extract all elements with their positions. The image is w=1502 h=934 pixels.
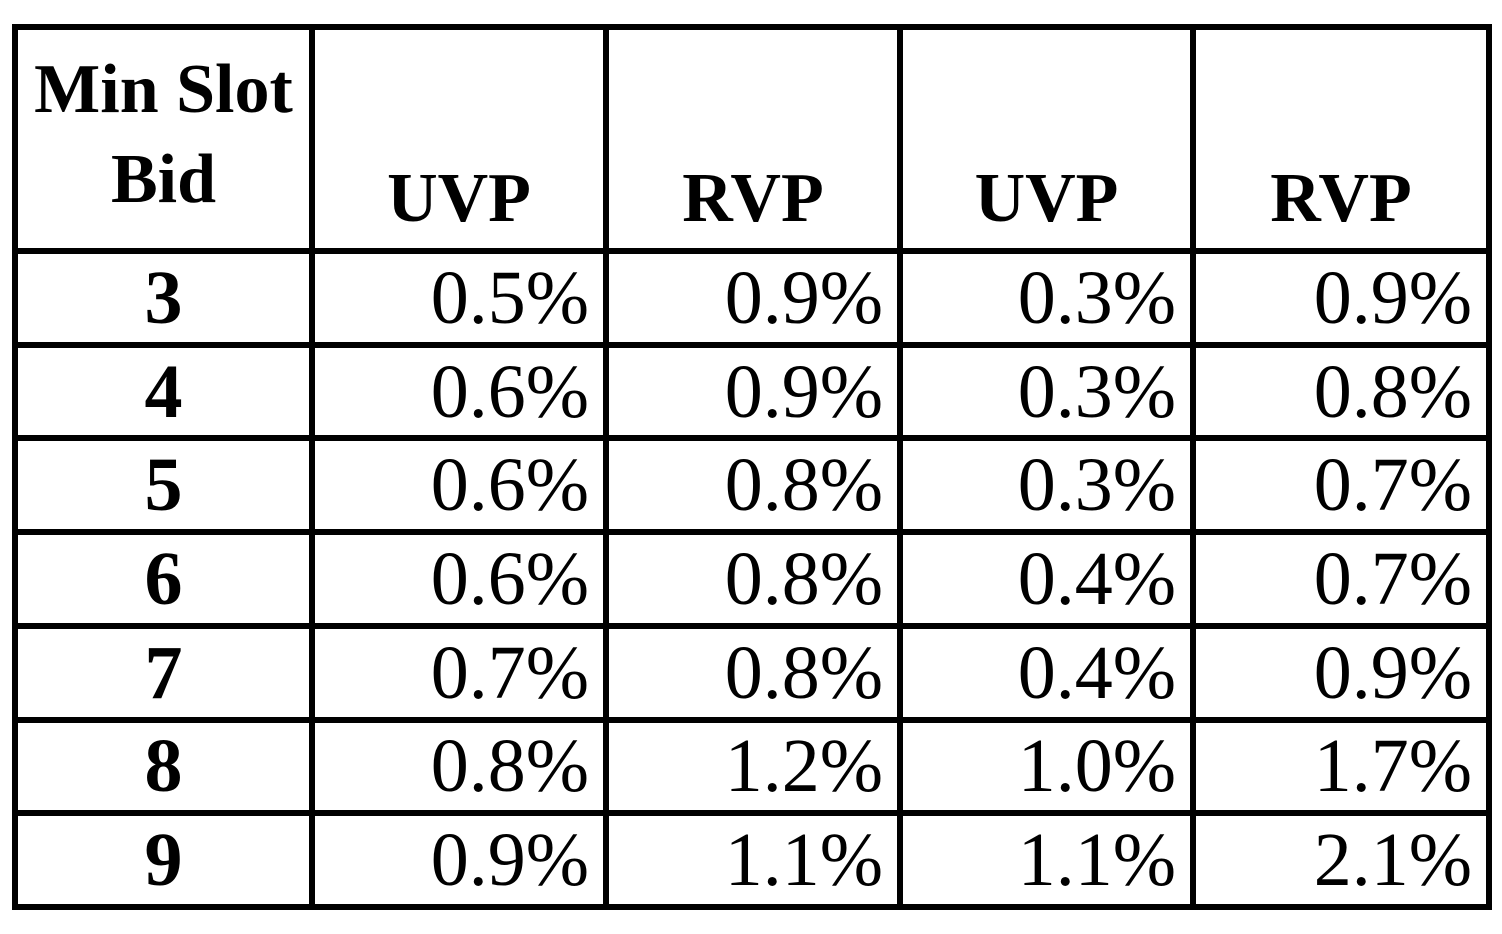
rvp1-value-cell: 0.8% [603, 435, 903, 536]
min-slot-bid-cell: 3 [12, 248, 315, 348]
rvp2-value-cell: 0.9% [1190, 248, 1492, 348]
uvp1-value-cell: 0.9% [309, 810, 609, 910]
uvp2-value-cell: 0.4% [897, 529, 1196, 629]
rvp1-value-cell: 1.2% [603, 716, 903, 817]
min-slot-bid-cell: 6 [12, 529, 315, 629]
rvp2-value-cell: 0.7% [1190, 435, 1492, 536]
min-slot-bid-cell: 5 [12, 435, 315, 536]
uvp1-value-cell: 0.6% [309, 341, 609, 442]
min-slot-bid-cell: 7 [12, 622, 315, 723]
rvp-header-2: RVP [1190, 24, 1492, 254]
rvp2-value-cell: 2.1% [1190, 810, 1492, 910]
min-slot-bid-cell: 9 [12, 810, 315, 910]
uvp1-value-cell: 0.7% [309, 622, 609, 723]
min-slot-bid-header-cell: Min Slot Bid [12, 24, 315, 254]
table-row: 4 0.6% 0.9% 0.3% 0.8% [12, 341, 1492, 442]
rvp2-value-cell: 0.8% [1190, 341, 1492, 442]
uvp2-value-cell: 0.3% [897, 341, 1196, 442]
uvp-header-2: UVP [897, 24, 1196, 254]
uvp1-value-cell: 0.8% [309, 716, 609, 817]
rvp1-value-cell: 0.8% [603, 529, 903, 629]
rvp2-value-cell: 0.7% [1190, 529, 1492, 629]
table-row: 7 0.7% 0.8% 0.4% 0.9% [12, 622, 1492, 723]
header-row: Min Slot Bid UVP RVP UVP RVP [12, 24, 1492, 254]
uvp1-value-cell: 0.6% [309, 529, 609, 629]
uvp2-value-cell: 1.0% [897, 716, 1196, 817]
uvp2-value-cell: 0.3% [897, 248, 1196, 348]
min-slot-bid-header-line1: Min Slot [34, 51, 293, 129]
min-slot-bid-table: Min Slot Bid UVP RVP UVP RVP 3 0.5% 0.9%… [12, 24, 1492, 910]
rvp2-value-cell: 0.9% [1190, 622, 1492, 723]
rvp1-value-cell: 0.9% [603, 341, 903, 442]
min-slot-bid-cell: 4 [12, 341, 315, 442]
rvp1-value-cell: 0.9% [603, 248, 903, 348]
uvp1-value-cell: 0.6% [309, 435, 609, 536]
rvp1-value-cell: 1.1% [603, 810, 903, 910]
table-row: 5 0.6% 0.8% 0.3% 0.7% [12, 435, 1492, 536]
min-slot-bid-cell: 8 [12, 716, 315, 817]
uvp2-value-cell: 1.1% [897, 810, 1196, 910]
rvp-header-1: RVP [603, 24, 903, 254]
table-row: 6 0.6% 0.8% 0.4% 0.7% [12, 529, 1492, 629]
table-row: 3 0.5% 0.9% 0.3% 0.9% [12, 248, 1492, 348]
uvp1-value-cell: 0.5% [309, 248, 609, 348]
min-slot-bid-header-line2: Bid [110, 141, 217, 218]
table-row: 9 0.9% 1.1% 1.1% 2.1% [12, 810, 1492, 910]
rvp1-value-cell: 0.8% [603, 622, 903, 723]
rvp2-value-cell: 1.7% [1190, 716, 1492, 817]
table-row: 8 0.8% 1.2% 1.0% 1.7% [12, 716, 1492, 817]
uvp2-value-cell: 0.4% [897, 622, 1196, 723]
uvp-header-1: UVP [309, 24, 609, 254]
uvp2-value-cell: 0.3% [897, 435, 1196, 536]
